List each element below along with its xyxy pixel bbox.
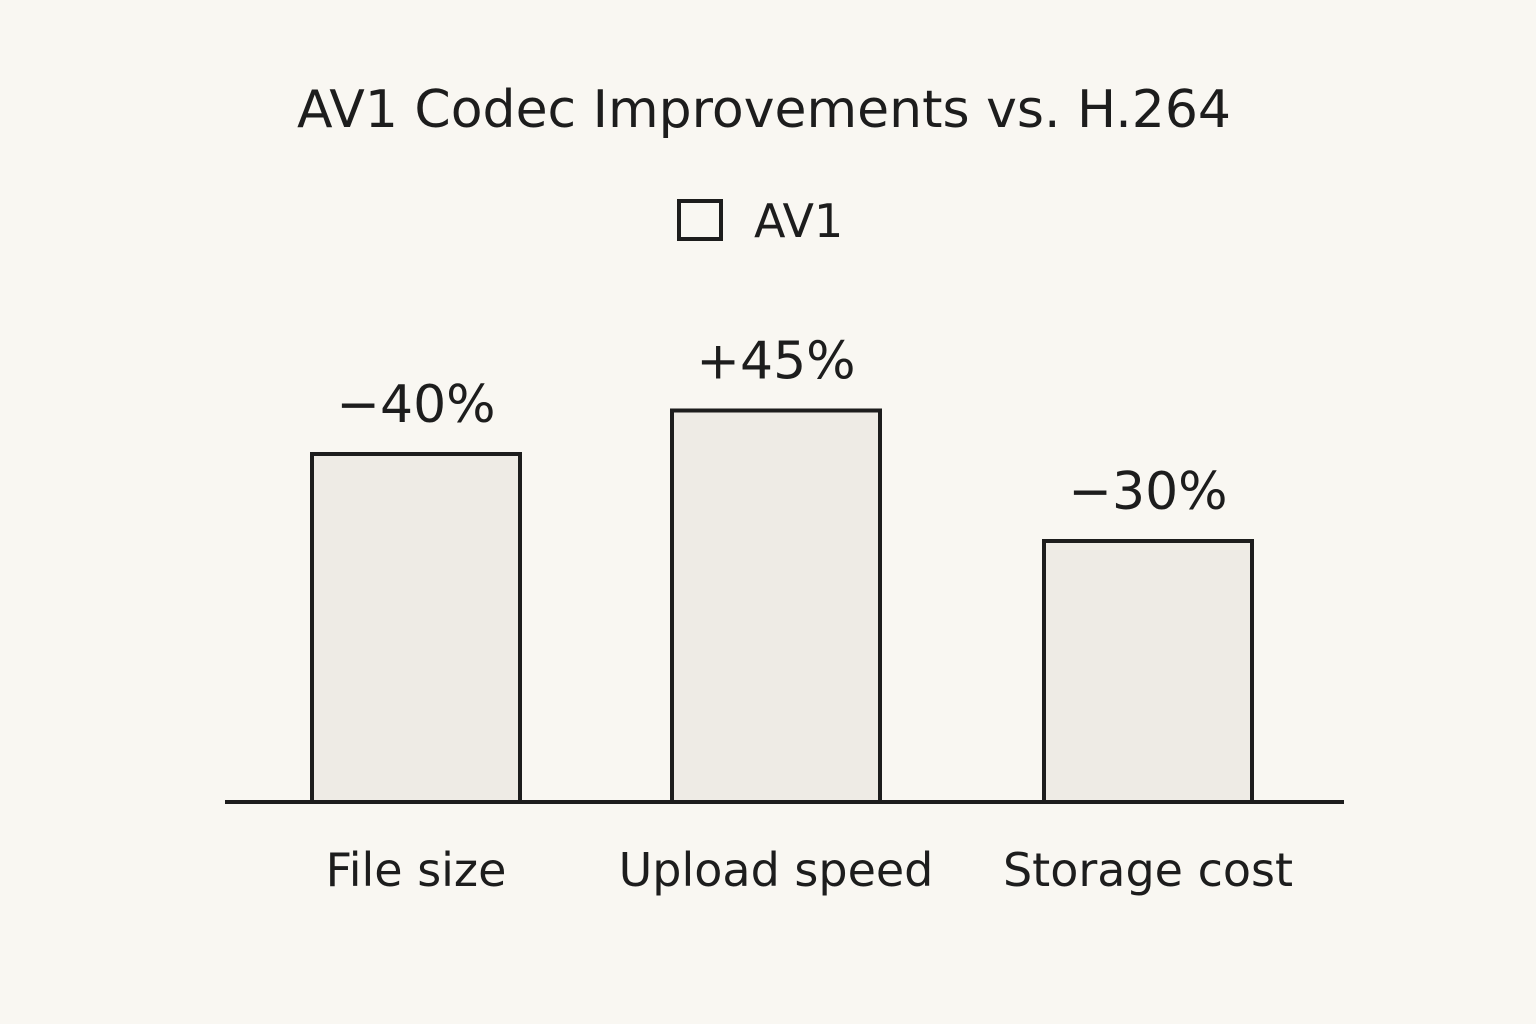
data-label: +45% xyxy=(696,332,855,392)
category-labels-group: File size Upload speed Storage cost xyxy=(326,843,1293,897)
bars-group xyxy=(310,408,1254,804)
value-labels-group: −40% +45% −30% xyxy=(336,332,1227,523)
legend-label: AV1 xyxy=(754,194,843,248)
bar-file-size xyxy=(310,452,522,804)
category-tick-label: Storage cost xyxy=(1003,843,1293,897)
legend: AV1 xyxy=(677,194,843,248)
data-label: −40% xyxy=(336,375,495,435)
bar-upload-speed xyxy=(670,408,882,804)
category-tick-label: Upload speed xyxy=(619,843,934,897)
bar-storage-cost xyxy=(1042,539,1254,804)
legend-swatch xyxy=(677,199,723,241)
data-label: −30% xyxy=(1068,462,1227,522)
category-tick-label: File size xyxy=(326,843,507,897)
chart-title: AV1 Codec Improvements vs. H.264 xyxy=(297,80,1231,140)
